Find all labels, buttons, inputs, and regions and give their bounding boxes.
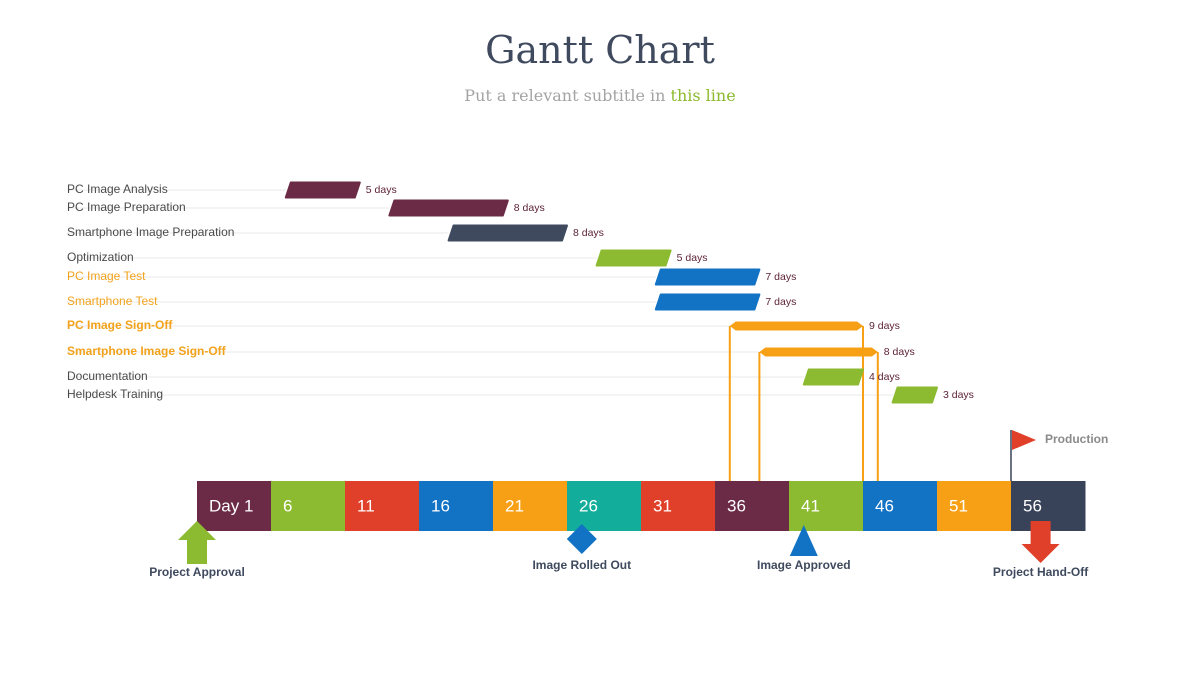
chart-title: Gantt Chart — [485, 28, 715, 72]
task-bar — [891, 386, 938, 404]
timeline-segment — [197, 481, 272, 531]
task-bars: 5 days 8 days 8 days 5 days 7 days 7 days 9 da… — [284, 181, 974, 404]
timeline: Day 1 6 11 16 21 26 31 36 41 46 51 56 — [197, 481, 1086, 531]
task-bar — [759, 347, 878, 357]
duration-label: 8 days — [514, 202, 545, 214]
milestone-label: Image Approved — [757, 558, 851, 572]
duration-label: 5 days — [366, 184, 397, 196]
task-label: Smartphone Test — [67, 294, 158, 308]
timeline-segment — [937, 481, 1012, 531]
task-bar — [447, 224, 568, 242]
milestone-label: Image Rolled Out — [532, 558, 631, 572]
timeline-label: 31 — [653, 496, 672, 515]
task-bar — [654, 293, 761, 311]
timeline-label: 16 — [431, 496, 450, 515]
task-label: PC Image Preparation — [67, 200, 186, 214]
duration-label: 8 days — [573, 227, 604, 239]
timeline-segment — [715, 481, 790, 531]
task-bar — [802, 368, 864, 386]
timeline-segment — [271, 481, 346, 531]
timeline-segment — [641, 481, 716, 531]
timeline-label: 56 — [1023, 496, 1042, 515]
flag-icon — [1012, 430, 1036, 450]
task-label: Smartphone Image Sign-Off — [67, 344, 227, 358]
timeline-label: 11 — [357, 496, 375, 515]
timeline-label: 26 — [579, 496, 598, 515]
duration-label: 3 days — [943, 389, 974, 401]
timeline-label: 51 — [949, 496, 968, 515]
guide-lines — [67, 189, 893, 396]
timeline-segment — [419, 481, 494, 531]
triangle-icon — [789, 525, 818, 556]
flag-label: Production — [1045, 432, 1108, 446]
task-label: Smartphone Image Preparation — [67, 225, 234, 239]
diamond-icon — [566, 524, 597, 554]
task-bar — [284, 181, 361, 199]
milestone-label: Project Approval — [149, 565, 245, 579]
timeline-label: Day 1 — [209, 496, 253, 515]
task-label: Helpdesk Training — [67, 387, 163, 401]
duration-label: 4 days — [869, 371, 900, 383]
duration-label: 7 days — [765, 271, 796, 283]
timeline-label: 46 — [875, 496, 894, 515]
milestones: Production Project Approval Image Rolled O… — [149, 430, 1108, 579]
down-arrow-icon — [1021, 521, 1060, 563]
task-label: Documentation — [67, 369, 148, 383]
milestone-label: Project Hand-Off — [993, 565, 1089, 579]
timeline-segment — [345, 481, 420, 531]
duration-label: 8 days — [884, 346, 915, 358]
task-label: Optimization — [67, 250, 134, 264]
timeline-label: 6 — [283, 496, 292, 515]
subtitle-highlight: this line — [670, 86, 736, 105]
task-labels: PC Image Analysis PC Image Preparation Sma… — [67, 182, 234, 401]
timeline-segment — [863, 481, 938, 531]
chart-subtitle: Put a relevant subtitle in this line — [0, 86, 1200, 105]
task-label: PC Image Analysis — [67, 182, 168, 196]
task-bar — [729, 321, 863, 331]
timeline-label: 41 — [801, 496, 820, 515]
duration-label: 9 days — [869, 320, 900, 332]
duration-label: 5 days — [677, 252, 708, 264]
timeline-segment — [789, 481, 864, 531]
up-arrow-icon — [178, 521, 216, 564]
timeline-segment — [567, 481, 642, 531]
subtitle-main: Put a relevant subtitle in — [464, 86, 671, 105]
duration-label: 7 days — [765, 296, 796, 308]
task-bar — [388, 199, 509, 217]
task-label: PC Image Test — [67, 269, 146, 283]
task-bar — [595, 249, 672, 267]
timeline-label: 36 — [727, 496, 746, 515]
timeline-segment — [493, 481, 568, 531]
timeline-label: 21 — [505, 496, 524, 515]
task-label: PC Image Sign-Off — [67, 318, 173, 332]
task-bar — [654, 268, 761, 286]
